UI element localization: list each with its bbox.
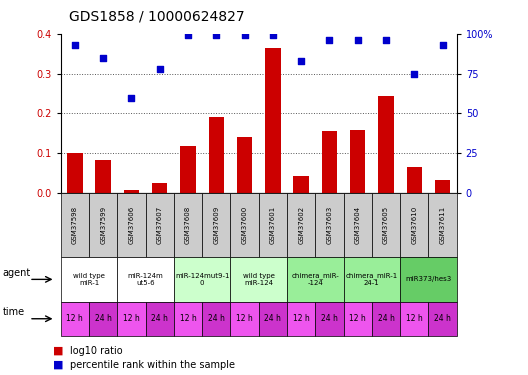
- Bar: [237, 137, 252, 193]
- Point: [212, 32, 221, 38]
- Text: GDS1858 / 10000624827: GDS1858 / 10000624827: [69, 9, 244, 23]
- Text: percentile rank within the sample: percentile rank within the sample: [70, 360, 235, 370]
- Text: GSM37601: GSM37601: [270, 206, 276, 244]
- Text: 24 h: 24 h: [321, 314, 338, 323]
- Bar: [378, 96, 394, 193]
- Text: GSM37605: GSM37605: [383, 206, 389, 244]
- Bar: [435, 180, 450, 193]
- Text: 24 h: 24 h: [152, 314, 168, 323]
- Point: [71, 42, 79, 48]
- Text: chimera_miR-1
24-1: chimera_miR-1 24-1: [346, 273, 398, 286]
- Text: 12 h: 12 h: [236, 314, 253, 323]
- Bar: [67, 153, 83, 193]
- Text: GSM37608: GSM37608: [185, 206, 191, 244]
- Bar: [350, 130, 365, 193]
- Point: [127, 94, 136, 100]
- Text: GSM37610: GSM37610: [411, 206, 417, 244]
- Point: [382, 37, 390, 43]
- Point: [240, 32, 249, 38]
- Point: [438, 42, 447, 48]
- Text: GSM37611: GSM37611: [440, 206, 446, 244]
- Text: 24 h: 24 h: [378, 314, 394, 323]
- Text: 12 h: 12 h: [406, 314, 423, 323]
- Text: 24 h: 24 h: [95, 314, 111, 323]
- Text: 12 h: 12 h: [123, 314, 140, 323]
- Bar: [96, 160, 111, 193]
- Text: 12 h: 12 h: [293, 314, 309, 323]
- Text: GSM37609: GSM37609: [213, 206, 219, 244]
- Bar: [152, 183, 167, 193]
- Text: time: time: [3, 307, 25, 317]
- Text: 24 h: 24 h: [208, 314, 225, 323]
- Text: miR373/hes3: miR373/hes3: [406, 276, 451, 282]
- Text: 12 h: 12 h: [350, 314, 366, 323]
- Text: 12 h: 12 h: [180, 314, 196, 323]
- Bar: [209, 117, 224, 193]
- Point: [353, 37, 362, 43]
- Bar: [322, 130, 337, 193]
- Text: wild type
miR-124: wild type miR-124: [243, 273, 275, 286]
- Text: log10 ratio: log10 ratio: [70, 346, 123, 355]
- Point: [325, 37, 334, 43]
- Text: GSM37598: GSM37598: [72, 206, 78, 244]
- Bar: [124, 190, 139, 193]
- Point: [184, 32, 192, 38]
- Point: [410, 70, 419, 76]
- Text: GSM37606: GSM37606: [128, 206, 135, 244]
- Text: miR-124mut9-1
0: miR-124mut9-1 0: [175, 273, 229, 286]
- Point: [297, 58, 305, 64]
- Bar: [407, 167, 422, 193]
- Text: GSM37599: GSM37599: [100, 206, 106, 244]
- Text: miR-124m
ut5-6: miR-124m ut5-6: [128, 273, 164, 286]
- Text: ■: ■: [53, 346, 63, 355]
- Text: agent: agent: [3, 268, 31, 278]
- Text: ■: ■: [53, 360, 63, 370]
- Text: 12 h: 12 h: [67, 314, 83, 323]
- Text: GSM37600: GSM37600: [242, 206, 248, 244]
- Text: 24 h: 24 h: [265, 314, 281, 323]
- Bar: [294, 176, 309, 193]
- Text: GSM37603: GSM37603: [326, 206, 333, 244]
- Text: GSM37607: GSM37607: [157, 206, 163, 244]
- Text: GSM37604: GSM37604: [355, 206, 361, 244]
- Text: 24 h: 24 h: [434, 314, 451, 323]
- Bar: [180, 146, 196, 193]
- Point: [155, 66, 164, 72]
- Point: [269, 32, 277, 38]
- Text: GSM37602: GSM37602: [298, 206, 304, 244]
- Text: chimera_miR-
-124: chimera_miR- -124: [291, 273, 339, 286]
- Point: [99, 55, 107, 61]
- Bar: [265, 48, 281, 193]
- Text: wild type
miR-1: wild type miR-1: [73, 273, 105, 286]
